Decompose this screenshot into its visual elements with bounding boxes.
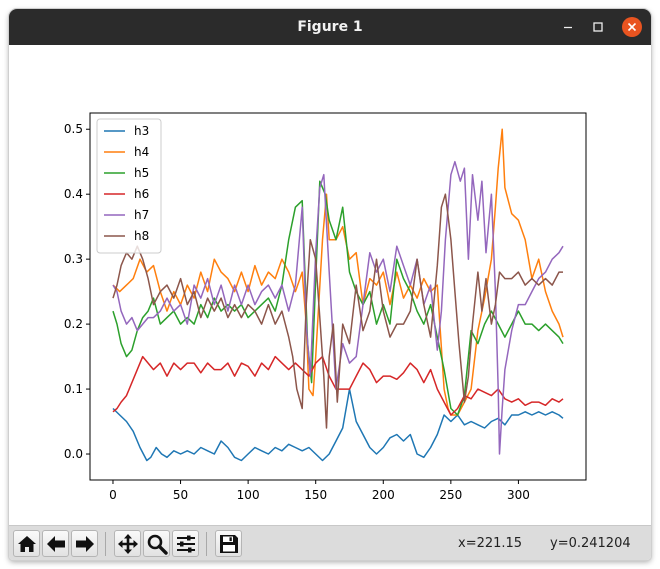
close-button[interactable] (622, 17, 642, 37)
floppy-icon (220, 535, 238, 553)
legend-label-h3: h3 (134, 124, 149, 138)
x-coordinate-readout: x=221.15 (458, 536, 523, 551)
arrow-left-icon (47, 536, 65, 552)
y-tick-label: 0.0 (64, 447, 83, 461)
legend[interactable]: h3 h4 h5 h6 h7 h8 (96, 118, 162, 254)
y-tick-label: 0.2 (64, 317, 83, 331)
y-tick-label: 0.1 (64, 382, 83, 396)
y-tick-label: 0.4 (64, 187, 83, 201)
legend-label-h6: h6 (134, 187, 149, 201)
legend-label-h4: h4 (134, 145, 149, 159)
pan-button[interactable] (114, 530, 141, 557)
zoom-button[interactable] (143, 530, 170, 557)
figure-window: Figure 1 0 50 100 150 200 250 300 0.0 0.1 0.2 0.3 0… (9, 9, 651, 560)
series-line-h8 (112, 193, 563, 429)
minimize-icon (564, 26, 572, 29)
series-line-h3 (112, 388, 564, 462)
x-tick-label: 150 (304, 488, 327, 502)
legend-box (96, 118, 162, 254)
forward-button[interactable] (71, 530, 98, 557)
navigation-toolbar: x=221.15 y=0.241204 (9, 525, 651, 560)
move-icon (118, 534, 138, 554)
sliders-icon (177, 535, 195, 553)
series-line-h7 (112, 160, 564, 455)
maximize-icon (593, 22, 603, 32)
back-button[interactable] (42, 530, 69, 557)
toolbar-separator (206, 532, 207, 556)
legend-label-h8: h8 (134, 229, 149, 243)
toolbar-separator (105, 532, 106, 556)
legend-label-h7: h7 (134, 208, 149, 222)
tick-layer: 0 50 100 150 200 250 300 0.0 0.1 0.2 0.3 0.4 0.5 (64, 122, 530, 502)
close-icon (627, 22, 637, 32)
y-coordinate-readout: y=0.241204 (550, 536, 631, 551)
x-tick-label: 100 (237, 488, 260, 502)
series-line-h5 (112, 180, 564, 416)
y-tick-label: 0.3 (64, 252, 83, 266)
x-tick-label: 250 (439, 488, 462, 502)
x-tick-label: 300 (507, 488, 530, 502)
maximize-button[interactable] (588, 17, 608, 37)
x-tick-label: 50 (173, 488, 188, 502)
window-title: Figure 1 (297, 19, 363, 35)
configure-subplots-button[interactable] (172, 530, 199, 557)
plot-area (89, 112, 587, 481)
x-tick-label: 0 (109, 488, 117, 502)
series-line-h6 (112, 355, 564, 416)
y-tick-label: 0.5 (64, 122, 83, 136)
title-bar[interactable]: Figure 1 (9, 9, 651, 45)
legend-label-h5: h5 (134, 166, 149, 180)
home-button[interactable] (13, 530, 40, 557)
figure-canvas[interactable]: 0 50 100 150 200 250 300 0.0 0.1 0.2 0.3 0.4 0.5 h3 h… (9, 45, 651, 525)
series-layer (112, 128, 564, 462)
save-button[interactable] (215, 530, 242, 557)
x-tick-label: 200 (372, 488, 395, 502)
magnifier-icon (147, 534, 168, 555)
home-icon (18, 536, 36, 552)
minimize-button[interactable] (558, 17, 578, 37)
arrow-right-icon (76, 536, 94, 552)
